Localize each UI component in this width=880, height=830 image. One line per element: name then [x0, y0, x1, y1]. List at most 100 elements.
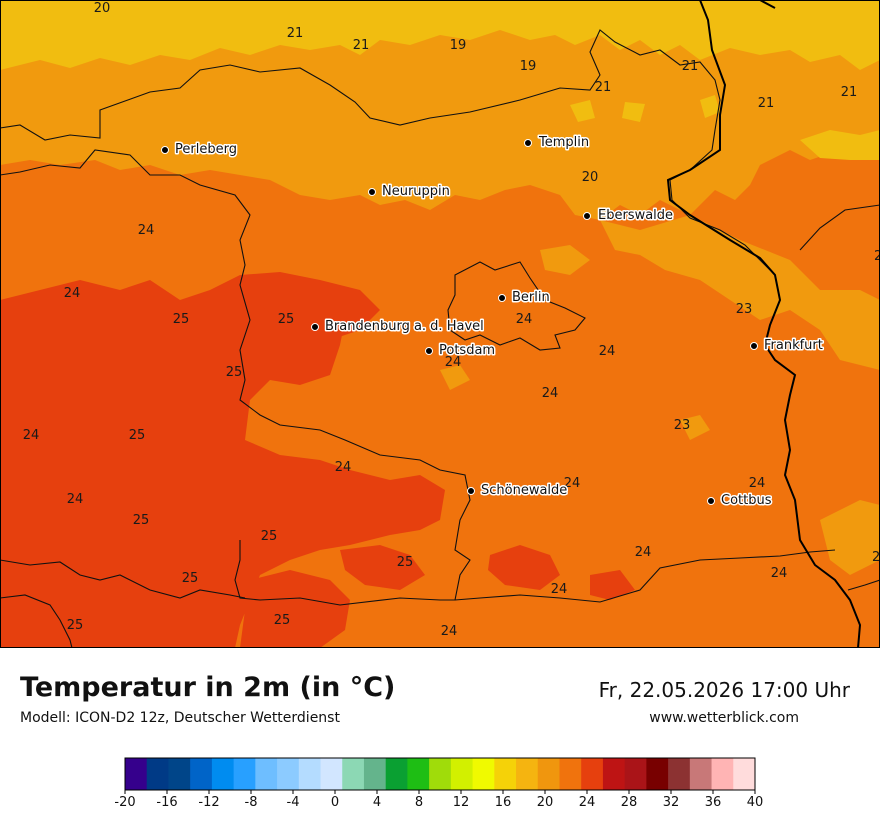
field-22b [600, 215, 880, 370]
value-label: 21 [287, 26, 304, 41]
value-label: 24 [138, 223, 155, 238]
legend-swatch [320, 758, 343, 790]
legend-tick-label: -16 [156, 795, 177, 810]
city-dot [368, 188, 376, 196]
city-label-eberswalde: Eberswalde [598, 208, 673, 223]
legend-swatch [581, 758, 604, 790]
field-26e [488, 545, 560, 590]
legend-tick-label: 8 [415, 795, 423, 810]
legend-swatch [342, 758, 365, 790]
legend-swatch [363, 758, 387, 790]
legend-swatch [624, 758, 647, 790]
field-26b [240, 272, 380, 340]
legend-tick-label: 32 [663, 795, 680, 810]
city-label-cottbus: Cottbus [721, 493, 772, 508]
legend-swatch [689, 758, 713, 790]
model-info: Modell: ICON-D2 12z, Deutscher Wetterdie… [20, 710, 340, 726]
value-label: 24 [635, 545, 652, 560]
legend-swatch [125, 758, 148, 790]
value-label: 19 [450, 38, 467, 53]
legend-swatch [668, 758, 691, 790]
value-label: 20 [94, 1, 111, 16]
legend-tick-label: 4 [373, 795, 381, 810]
legend-tick-label: 36 [705, 795, 722, 810]
legend-tick-label: -20 [114, 795, 135, 810]
value-label: 20 [582, 170, 599, 185]
field-26c [240, 570, 350, 648]
forecast-datetime: Fr, 22.05.2026 17:00 Uhr [598, 678, 850, 702]
legend-swatch [190, 758, 213, 790]
value-label: 24 [599, 344, 616, 359]
field-20c [570, 95, 720, 122]
legend-swatch [168, 758, 191, 790]
value-label: 24 [516, 312, 533, 327]
value-label: 21 [841, 85, 858, 100]
legend-swatch [559, 758, 582, 790]
value-label: 24 [564, 476, 581, 491]
value-label: 23 [674, 418, 691, 433]
city-dot [524, 139, 532, 147]
value-label: 19 [520, 59, 537, 74]
value-label: 24 [551, 582, 568, 597]
city-dot [707, 497, 715, 505]
value-label: 25 [872, 550, 880, 565]
legend-tick-label: 40 [747, 795, 764, 810]
city-label-neuruppin: Neuruppin [382, 184, 450, 199]
value-label: 24 [542, 386, 559, 401]
legend-swatch [385, 758, 408, 790]
legend-swatch [516, 758, 539, 790]
city-dot [467, 487, 475, 495]
value-label: 25 [67, 618, 84, 633]
legend-tick-label: -12 [198, 795, 219, 810]
value-label: 25 [397, 555, 414, 570]
field-26f [590, 570, 635, 600]
value-label: 24 [335, 460, 352, 475]
legend-tick-label: 28 [621, 795, 638, 810]
value-label: 25 [182, 571, 199, 586]
value-label: 21 [758, 96, 775, 111]
value-label: 25 [173, 312, 190, 327]
city-dot [498, 294, 506, 302]
city-dot [750, 342, 758, 350]
value-label: 25 [226, 365, 243, 380]
legend-border [124, 757, 756, 791]
legend-tick-label: 20 [537, 795, 554, 810]
value-label: 24 [23, 428, 40, 443]
field-26d [340, 545, 425, 590]
legend-swatch [537, 758, 560, 790]
city-dot [583, 212, 591, 220]
legend-swatch [450, 758, 474, 790]
city-dot [161, 146, 169, 154]
value-label: 24 [771, 566, 788, 581]
color-legend: -20 -16 -12 -8 -4 0 4 8 12 16 20 24 28 32 36 40 [114, 757, 764, 810]
legend-swatch [407, 758, 430, 790]
legend-tick-label: 0 [331, 795, 339, 810]
legend-tick-label: 24 [579, 795, 596, 810]
website-link[interactable]: www.wetterblick.com [649, 710, 799, 726]
city-label-berlin: Berlin [512, 290, 550, 305]
city-label-schoenewalde: Schönewalde [481, 483, 567, 498]
legend-swatch [277, 758, 300, 790]
map-title: Temperatur in 2m (in °C) [20, 672, 396, 703]
city-markers: Perleberg Templin Neuruppin Eberswalde B… [161, 134, 824, 510]
value-label: 25 [278, 312, 295, 327]
legend-swatch [233, 758, 256, 790]
city-dot [311, 323, 319, 331]
legend-tick-label: -4 [287, 795, 300, 810]
legend-swatch [602, 758, 626, 790]
legend-swatch [494, 758, 517, 790]
legend-swatch [146, 758, 169, 790]
field-20 [0, 0, 880, 70]
value-label: 21 [595, 80, 612, 95]
value-label: 24 [67, 492, 84, 507]
legend-swatch [211, 758, 235, 790]
value-label: 25 [129, 428, 146, 443]
value-label: 25 [274, 613, 291, 628]
legend-swatch [733, 758, 756, 790]
value-label: 25 [133, 513, 150, 528]
country-border [666, 0, 862, 648]
city-label-potsdam: Potsdam [439, 343, 495, 358]
value-label: 21 [682, 59, 699, 74]
legend-tick-label: 12 [453, 795, 470, 810]
footer: Temperatur in 2m (in °C) Modell: ICON-D2… [0, 648, 880, 830]
